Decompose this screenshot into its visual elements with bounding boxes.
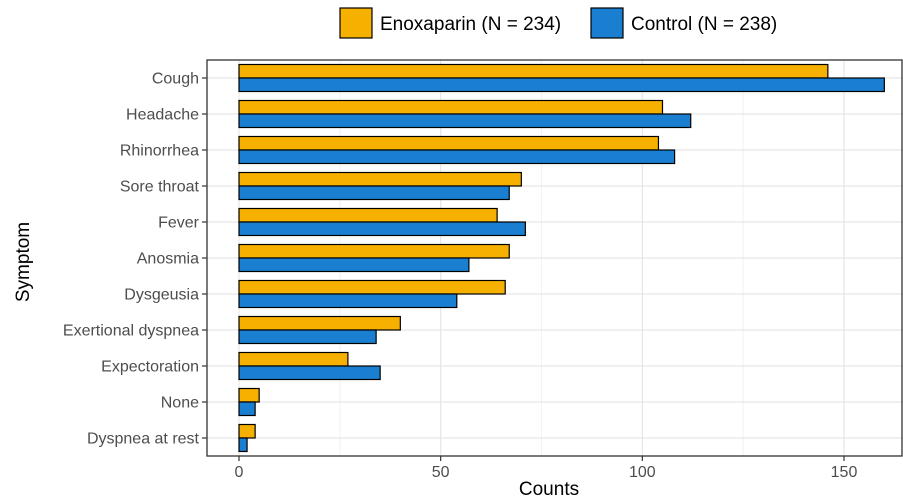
y-tick-label: Dysgeusia — [124, 287, 199, 304]
y-tick-label: Sore throat — [120, 179, 200, 196]
y-tick-label: Exertional dyspnea — [63, 323, 199, 340]
bar-rhinorrhea-enoxaparin — [238, 135, 660, 151]
bar-dysgeusia-enoxaparin — [238, 279, 506, 295]
y-tick-label: Dyspnea at rest — [87, 431, 200, 448]
bar-rhinorrhea-control — [238, 149, 676, 165]
legend-label: Enoxaparin (N = 234) — [380, 14, 561, 35]
bar-dyspnea-at-rest-control — [238, 437, 248, 453]
legend: Enoxaparin (N = 234) Control (N = 238) — [339, 7, 777, 39]
x-axis-title: Counts — [519, 479, 579, 500]
bar-expectoration-enoxaparin — [238, 351, 349, 367]
y-tick-label: Rhinorrhea — [120, 143, 199, 160]
x-tick-label: 50 — [432, 464, 450, 481]
y-tick-label: Headache — [126, 107, 199, 124]
y-tick-label: Cough — [152, 71, 199, 88]
bar-fever-control — [238, 221, 526, 237]
legend-key — [339, 7, 373, 39]
bar-exertional-dyspnea-enoxaparin — [238, 315, 401, 331]
bar-cough-enoxaparin — [238, 63, 829, 79]
bars — [238, 63, 885, 453]
y-tick-label: Fever — [158, 215, 200, 232]
bar-exertional-dyspnea-control — [238, 329, 377, 345]
legend-key — [590, 7, 624, 39]
y-axis: Cough Headache Rhinorrhea Sore throat Fever A… — [63, 59, 903, 457]
bar-expectoration-control — [238, 365, 381, 381]
bar-cough-control — [238, 77, 885, 93]
bar-none-control — [238, 401, 256, 417]
bar-none-enoxaparin — [238, 387, 260, 403]
y-tick-label: Anosmia — [137, 251, 199, 268]
bar-fever-enoxaparin — [238, 207, 498, 223]
y-tick-label: None — [161, 395, 199, 412]
bar-sore-throat-enoxaparin — [238, 171, 522, 187]
bar-anosmia-enoxaparin — [238, 243, 510, 259]
x-tick-label: 100 — [629, 464, 656, 481]
bar-dysgeusia-control — [238, 293, 458, 309]
bar-anosmia-control — [238, 257, 470, 273]
x-axis: 0 50 100 150 — [235, 456, 858, 481]
x-tick-label: 0 — [235, 464, 244, 481]
y-tick-label: Expectoration — [101, 359, 199, 376]
panel-border — [206, 59, 903, 457]
x-tick-label: 150 — [831, 464, 858, 481]
y-axis-title: Symptom — [13, 222, 34, 302]
bar-headache-enoxaparin — [238, 99, 664, 115]
bar-sore-throat-control — [238, 185, 510, 201]
bar-headache-control — [238, 113, 692, 129]
legend-label: Control (N = 238) — [631, 14, 777, 35]
bar-dyspnea-at-rest-enoxaparin — [238, 423, 256, 439]
